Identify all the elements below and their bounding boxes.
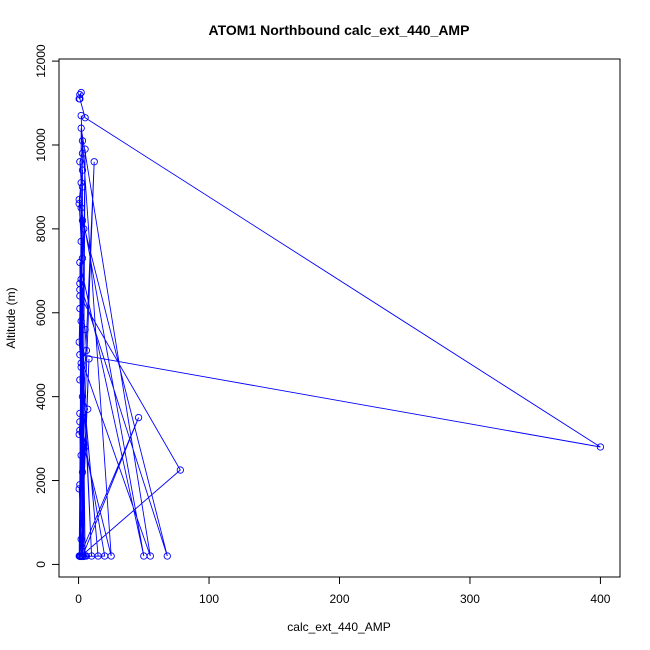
data-point	[107, 552, 115, 560]
data-point	[76, 91, 84, 99]
data-point	[90, 158, 98, 166]
data-point	[82, 346, 91, 355]
data-point	[75, 485, 83, 493]
data-point	[76, 426, 84, 434]
data-point	[77, 204, 85, 212]
data-point	[75, 95, 83, 103]
data-point	[76, 351, 84, 359]
data-point	[77, 111, 85, 120]
data-point	[76, 376, 84, 384]
data-point	[76, 279, 84, 288]
data-point	[76, 409, 84, 418]
data-point	[76, 292, 84, 300]
data-point	[75, 430, 83, 439]
data-point	[176, 466, 184, 474]
x-tick-label: 100	[199, 592, 219, 606]
data-point	[80, 439, 88, 447]
data-point	[78, 468, 87, 476]
data-point	[78, 149, 87, 158]
data-point	[78, 166, 87, 174]
y-axis: 0 2000 4000 6000 8000 10000 12000	[34, 44, 60, 568]
plot-frame	[58, 58, 621, 578]
x-axis-label: calc_ext_440_AMP	[287, 620, 390, 634]
data-point	[77, 179, 85, 187]
data-point	[134, 413, 143, 422]
data-point	[77, 359, 85, 367]
data-point	[78, 216, 87, 225]
data-point	[77, 451, 85, 460]
y-tick-label: 0	[34, 561, 48, 568]
data-point	[77, 124, 85, 132]
data-point	[77, 237, 85, 246]
data-point	[78, 254, 87, 262]
y-tick-label: 10000	[34, 128, 48, 162]
y-tick-label: 4000	[34, 383, 48, 410]
data-point	[81, 145, 89, 153]
data-point	[77, 317, 85, 325]
data-point	[76, 418, 84, 426]
x-tick-label: 300	[460, 592, 480, 606]
data-point	[75, 338, 83, 346]
data-point	[77, 275, 85, 283]
data-point	[84, 405, 92, 413]
data-point	[78, 392, 87, 401]
series-line	[78, 92, 601, 557]
data-point	[85, 355, 93, 363]
chart-title: ATOM1 Northbound calc_ext_440_AMP	[209, 22, 470, 38]
data-point	[81, 325, 89, 334]
y-tick-label: 6000	[34, 299, 48, 326]
y-axis-label: Altitude (m)	[4, 287, 18, 348]
x-tick-label: 0	[75, 592, 82, 606]
data-point	[76, 481, 84, 489]
data-point	[77, 363, 85, 371]
data-point	[76, 304, 84, 313]
data-point	[596, 443, 605, 451]
data-series	[75, 88, 605, 561]
data-point	[163, 552, 171, 560]
data-point	[76, 552, 84, 561]
data-point	[76, 158, 84, 166]
data-point	[81, 114, 89, 122]
data-point	[75, 200, 83, 208]
data-point	[75, 195, 83, 204]
x-tick-label: 400	[590, 592, 610, 606]
data-point	[78, 183, 87, 191]
y-tick-label: 8000	[34, 215, 48, 242]
data-point	[81, 552, 89, 560]
data-point	[77, 88, 85, 97]
data-point	[78, 137, 87, 145]
data-point	[81, 443, 89, 451]
data-point	[80, 225, 88, 233]
y-tick-label: 2000	[34, 467, 48, 494]
x-axis: 0 100 200 300 400	[75, 576, 611, 606]
x-tick-label: 200	[329, 592, 349, 606]
data-point	[146, 552, 154, 560]
y-tick-label: 12000	[34, 44, 48, 78]
data-point	[77, 535, 85, 543]
data-point	[76, 258, 84, 267]
